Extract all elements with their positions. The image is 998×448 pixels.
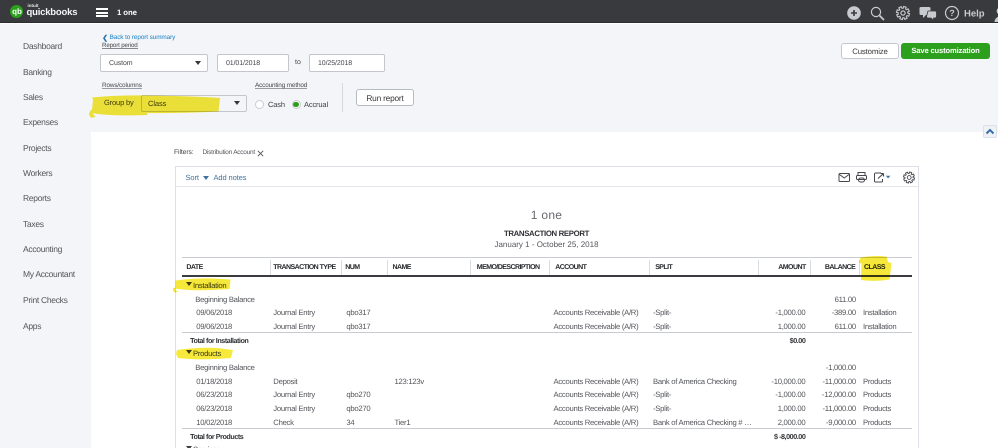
svg-text:?: ?	[949, 8, 955, 18]
svg-text:Help: Help	[964, 9, 985, 20]
